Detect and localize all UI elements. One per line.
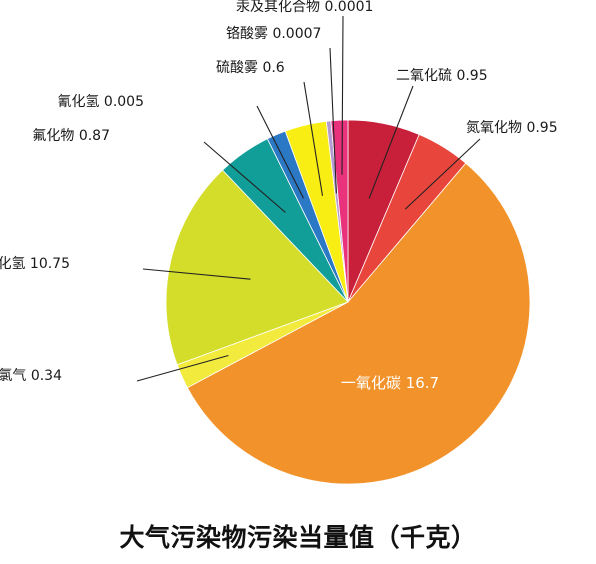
slice-label-7: 氰化氢 0.005: [57, 94, 144, 110]
slices-group: [165, 119, 531, 485]
slice-label-8: 硫酸雾 0.6: [216, 60, 285, 76]
leader-line-8: [303, 81, 324, 196]
leader-line-10: [341, 15, 344, 175]
slice-label-1: 二氧化硫 0.95: [396, 68, 488, 84]
leader-line-7: [256, 105, 304, 199]
pie-slice-5: [165, 169, 349, 366]
leader-line-5: [142, 268, 251, 280]
slice-label-5: 氯化氢 10.75: [0, 256, 70, 272]
slice-label-4: 氯气 0.34: [0, 368, 62, 384]
leader-line-6: [203, 141, 286, 213]
chart-title: 大气污染物污染当量值（千克）: [119, 523, 477, 552]
slice-label-9: 铬酸雾 0.0007: [226, 26, 321, 42]
pie-slice-3: [186, 162, 531, 485]
slice-label-2: 氮氧化物 0.95: [466, 120, 558, 136]
slice-label-10: 汞及其化合物 0.0001: [236, 0, 373, 15]
labels-group: 二氧化硫 0.95 氮氧化物 0.95 一氧化碳 16.7 氯气 0.34 氯化氢 10…: [0, 0, 558, 392]
leader-line-4: [136, 354, 229, 382]
slice-label-3: 一氧化碳 16.7: [341, 374, 439, 392]
pie-svg: 二氧化硫 0.95 氮氧化物 0.95 一氧化碳 16.7 氯气 0.34 氯化氢 10…: [0, 0, 558, 485]
leader-line-1: [368, 85, 414, 199]
slice-label-6: 氟化物 0.87: [32, 128, 110, 144]
leader-line-2: [404, 138, 481, 210]
leader-lines-group: [136, 15, 481, 382]
leader-line-9: [329, 47, 337, 194]
